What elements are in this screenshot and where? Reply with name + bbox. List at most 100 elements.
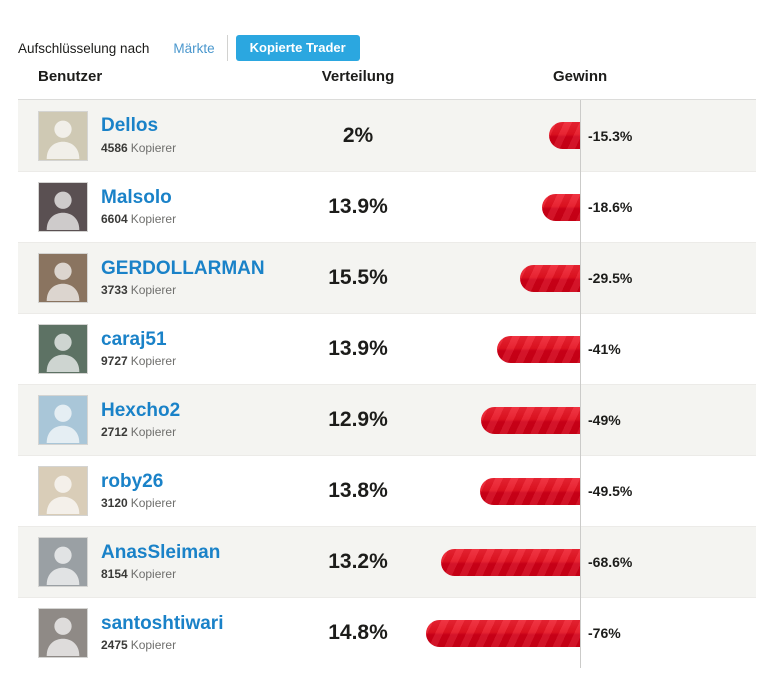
user-cell: AnasSleiman 8154 Kopierer [18, 537, 298, 587]
table-row: santoshtiwari 2475 Kopierer 14.8% -76% [18, 597, 756, 668]
person-silhouette-icon [46, 120, 80, 159]
zero-axis-line [580, 100, 581, 668]
table-header: Benutzer Verteilung Gewinn [18, 68, 756, 99]
trader-name-link[interactable]: Malsolo [101, 186, 172, 208]
person-silhouette-icon [46, 333, 80, 372]
user-cell: santoshtiwari 2475 Kopierer [18, 608, 298, 658]
copiers-count: 3733 Kopierer [101, 283, 177, 298]
avatar[interactable] [38, 608, 88, 658]
distribution-value: 12.9% [328, 408, 388, 431]
copiers-count: 8154 Kopierer [101, 567, 177, 582]
profit-cell: -18.6% [418, 172, 756, 242]
user-cell: caraj51 9727 Kopierer [18, 324, 298, 374]
avatar[interactable] [38, 324, 88, 374]
avatar[interactable] [38, 537, 88, 587]
profit-value: -49.5% [588, 483, 633, 499]
trader-name-link[interactable]: santoshtiwari [101, 612, 224, 634]
profit-bar [497, 336, 580, 363]
trader-name-link[interactable]: roby26 [101, 470, 164, 492]
breakdown-toolbar: Aufschlüsselung nach Märkte Kopierte Tra… [18, 34, 360, 62]
user-text: AnasSleiman 8154 Kopierer [101, 541, 221, 582]
distribution-value: 13.9% [328, 337, 388, 360]
copiers-count: 2712 Kopierer [101, 425, 177, 440]
person-silhouette-icon [46, 191, 80, 230]
table-row: Dellos 4586 Kopierer 2% -15.3% [18, 100, 756, 171]
person-silhouette-icon [46, 475, 80, 514]
user-cell: roby26 3120 Kopierer [18, 466, 298, 516]
table-row: GERDOLLARMAN 3733 Kopierer 15.5% -29.5% [18, 242, 756, 313]
profit-value: -49% [588, 412, 621, 428]
table-body: Dellos 4586 Kopierer 2% -15.3% Malsolo [18, 99, 756, 668]
user-cell: GERDOLLARMAN 3733 Kopierer [18, 253, 298, 303]
profit-cell: -41% [418, 314, 756, 384]
trader-name-link[interactable]: Hexcho2 [101, 399, 181, 421]
user-text: Dellos 4586 Kopierer [101, 115, 177, 155]
header-benutzer: Benutzer [38, 68, 103, 85]
breakdown-label: Aufschlüsselung nach [18, 40, 150, 56]
profit-cell: -68.6% [418, 527, 756, 597]
user-text: caraj51 9727 Kopierer [101, 328, 177, 369]
header-verteilung: Verteilung [321, 68, 395, 85]
header-gewinn: Gewinn [553, 68, 608, 85]
profit-value: -41% [588, 341, 621, 357]
person-silhouette-icon [46, 262, 80, 301]
profit-value: -68.6% [588, 554, 633, 570]
distribution-value: 2% [342, 123, 374, 147]
distribution-value: 13.2% [328, 550, 388, 573]
profit-value: -18.6% [588, 199, 633, 215]
copiers-count: 9727 Kopierer [101, 354, 177, 369]
distribution-value: 13.9% [328, 195, 388, 218]
person-silhouette-icon [46, 546, 80, 585]
user-text: GERDOLLARMAN 3733 Kopierer [101, 257, 265, 298]
distribution-value: 13.8% [328, 479, 388, 502]
profit-value: -15.3% [588, 127, 633, 144]
trader-name-link[interactable]: Dellos [101, 115, 159, 137]
user-text: santoshtiwari 2475 Kopierer [101, 612, 224, 653]
profit-bar [481, 407, 580, 434]
copiers-count: 2475 Kopierer [101, 638, 177, 653]
profit-value: -76% [588, 625, 621, 641]
copied-traders-table: Benutzer Verteilung Gewinn Dellos 4586 Ko… [18, 68, 756, 668]
avatar[interactable] [38, 253, 88, 303]
profit-bar [480, 478, 580, 505]
profit-bar [441, 549, 580, 576]
trader-name-link[interactable]: caraj51 [101, 328, 167, 350]
table-row: AnasSleiman 8154 Kopierer 13.2% -68.6% [18, 526, 756, 597]
person-silhouette-icon [46, 404, 80, 443]
avatar[interactable] [38, 182, 88, 232]
table-row: Malsolo 6604 Kopierer 13.9% -18.6% [18, 171, 756, 242]
profit-cell: -76% [418, 598, 756, 668]
avatar[interactable] [38, 110, 88, 161]
profit-cell: -49% [418, 385, 756, 455]
profit-bar [542, 194, 580, 221]
person-silhouette-icon [46, 617, 80, 656]
tab-separator [226, 35, 228, 61]
tab-maerkte[interactable]: Märkte [173, 40, 215, 56]
trader-name-link[interactable]: GERDOLLARMAN [101, 257, 265, 279]
trader-name-link[interactable]: AnasSleiman [101, 541, 221, 563]
profit-bar [520, 265, 580, 292]
copiers-count: 4586 Kopierer [101, 140, 177, 155]
copiers-count: 3120 Kopierer [101, 496, 177, 511]
tab-kopierte-trader[interactable]: Kopierte Trader [235, 35, 360, 61]
profit-cell: -29.5% [418, 243, 756, 313]
avatar[interactable] [38, 395, 88, 445]
distribution-value: 14.8% [328, 621, 388, 644]
table-row: Hexcho2 2712 Kopierer 12.9% -49% [18, 384, 756, 455]
distribution-value: 15.5% [328, 266, 388, 289]
profit-bar [426, 620, 580, 647]
profit-cell: -49.5% [418, 456, 756, 526]
user-cell: Malsolo 6604 Kopierer [18, 182, 298, 232]
user-cell: Dellos 4586 Kopierer [18, 110, 298, 161]
user-text: Malsolo 6604 Kopierer [101, 186, 177, 227]
avatar[interactable] [38, 466, 88, 516]
profit-cell: -15.3% [418, 100, 756, 171]
user-cell: Hexcho2 2712 Kopierer [18, 395, 298, 445]
profit-value: -29.5% [588, 270, 633, 286]
user-text: roby26 3120 Kopierer [101, 470, 177, 511]
table-row: roby26 3120 Kopierer 13.8% -49.5% [18, 455, 756, 526]
profit-bar [549, 122, 580, 149]
copiers-count: 6604 Kopierer [101, 212, 177, 227]
user-text: Hexcho2 2712 Kopierer [101, 399, 181, 440]
table-row: caraj51 9727 Kopierer 13.9% -41% [18, 313, 756, 384]
